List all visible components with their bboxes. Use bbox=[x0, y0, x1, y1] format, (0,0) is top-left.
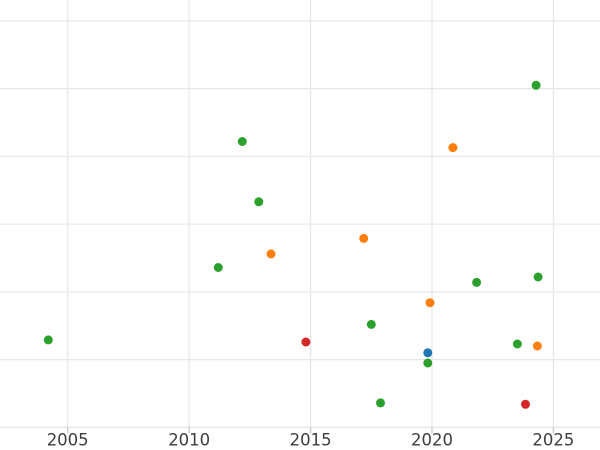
scatter-point-blue bbox=[423, 348, 433, 358]
scatter-point-orange bbox=[266, 249, 276, 259]
scatter-point-green bbox=[376, 398, 385, 408]
x-axis-tick-label: 2025 bbox=[532, 431, 574, 450]
scatter-point-orange bbox=[425, 298, 435, 308]
scatter-point-green bbox=[43, 335, 53, 345]
scatter-point-red bbox=[301, 337, 311, 347]
scatter-point-orange bbox=[359, 233, 369, 243]
scatter-point-green bbox=[472, 277, 482, 287]
scatter-point-green bbox=[237, 137, 247, 146]
scatter-point-green bbox=[531, 80, 541, 90]
scatter-point-green bbox=[213, 263, 223, 272]
scatter-point-green bbox=[533, 272, 543, 282]
scatter-point-green bbox=[254, 197, 264, 207]
scatter-point-green bbox=[512, 339, 522, 349]
scatter-point-green bbox=[366, 319, 376, 329]
x-axis-tick-label: 2020 bbox=[411, 431, 453, 450]
scatter-point-red bbox=[521, 399, 530, 409]
x-axis-tick-label: 2010 bbox=[168, 431, 210, 450]
scatter-point-orange bbox=[448, 143, 458, 153]
x-axis-tick-label: 2005 bbox=[47, 431, 89, 450]
x-axis-tick-label: 2015 bbox=[290, 431, 332, 450]
scatter-point-orange bbox=[532, 341, 542, 351]
scatter-point-green bbox=[423, 358, 433, 368]
